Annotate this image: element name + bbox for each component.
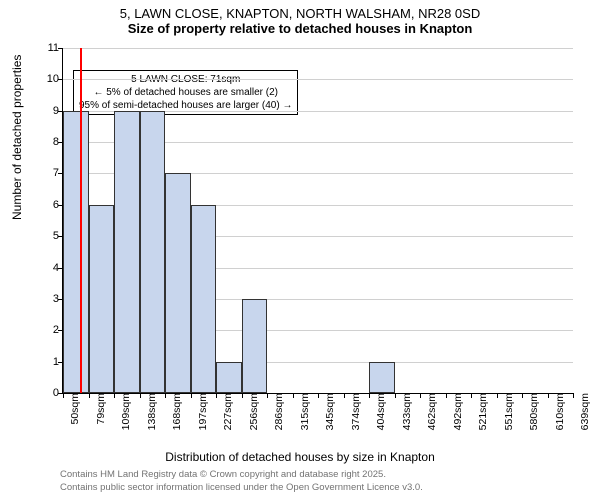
y-tick-mark bbox=[58, 48, 63, 49]
x-tick-label: 639sqm bbox=[573, 393, 591, 430]
title-line-2: Size of property relative to detached ho… bbox=[0, 21, 600, 36]
x-tick-label: 580sqm bbox=[522, 393, 540, 430]
x-tick-label: 521sqm bbox=[471, 393, 489, 430]
title-line-1: 5, LAWN CLOSE, KNAPTON, NORTH WALSHAM, N… bbox=[0, 6, 600, 21]
y-tick-mark bbox=[58, 79, 63, 80]
plot-area: 5 LAWN CLOSE: 71sqm ← 5% of detached hou… bbox=[62, 48, 573, 394]
gridline bbox=[63, 79, 573, 80]
histogram-bar bbox=[63, 111, 89, 393]
x-tick-label: 345sqm bbox=[318, 393, 336, 430]
histogram-bar bbox=[89, 205, 115, 393]
x-tick-label: 50sqm bbox=[63, 393, 81, 425]
x-tick-label: 610sqm bbox=[548, 393, 566, 430]
x-tick-label: 315sqm bbox=[293, 393, 311, 430]
y-axis-label: Number of detached properties bbox=[10, 55, 24, 220]
annotation-line-2: ← 5% of detached houses are smaller (2) bbox=[79, 86, 292, 99]
x-tick-label: 227sqm bbox=[216, 393, 234, 430]
reference-marker-line bbox=[80, 48, 82, 393]
x-tick-label: 197sqm bbox=[191, 393, 209, 430]
histogram-bar bbox=[191, 205, 217, 393]
histogram-bar bbox=[369, 362, 395, 393]
x-tick-label: 256sqm bbox=[242, 393, 260, 430]
x-tick-label: 168sqm bbox=[165, 393, 183, 430]
x-tick-label: 109sqm bbox=[114, 393, 132, 430]
histogram-bar bbox=[140, 111, 166, 393]
x-tick-label: 79sqm bbox=[89, 393, 107, 425]
x-tick-label: 492sqm bbox=[446, 393, 464, 430]
footer-line-2: Contains public sector information licen… bbox=[60, 482, 423, 494]
chart-footer: Contains HM Land Registry data © Crown c… bbox=[60, 469, 423, 494]
histogram-bar bbox=[242, 299, 268, 393]
x-tick-label: 374sqm bbox=[344, 393, 362, 430]
x-tick-label: 462sqm bbox=[420, 393, 438, 430]
histogram-bar bbox=[114, 111, 140, 393]
annotation-box: 5 LAWN CLOSE: 71sqm ← 5% of detached hou… bbox=[73, 70, 298, 115]
chart-container: 5, LAWN CLOSE, KNAPTON, NORTH WALSHAM, N… bbox=[0, 0, 600, 500]
histogram-bar bbox=[216, 362, 242, 393]
x-tick-label: 433sqm bbox=[395, 393, 413, 430]
gridline bbox=[63, 48, 573, 49]
x-tick-label: 138sqm bbox=[140, 393, 158, 430]
x-tick-label: 551sqm bbox=[497, 393, 515, 430]
chart-title: 5, LAWN CLOSE, KNAPTON, NORTH WALSHAM, N… bbox=[0, 0, 600, 36]
x-axis-label: Distribution of detached houses by size … bbox=[0, 450, 600, 464]
x-tick-label: 404sqm bbox=[369, 393, 387, 430]
histogram-bar bbox=[165, 173, 191, 393]
x-tick-label: 286sqm bbox=[267, 393, 285, 430]
footer-line-1: Contains HM Land Registry data © Crown c… bbox=[60, 469, 423, 481]
